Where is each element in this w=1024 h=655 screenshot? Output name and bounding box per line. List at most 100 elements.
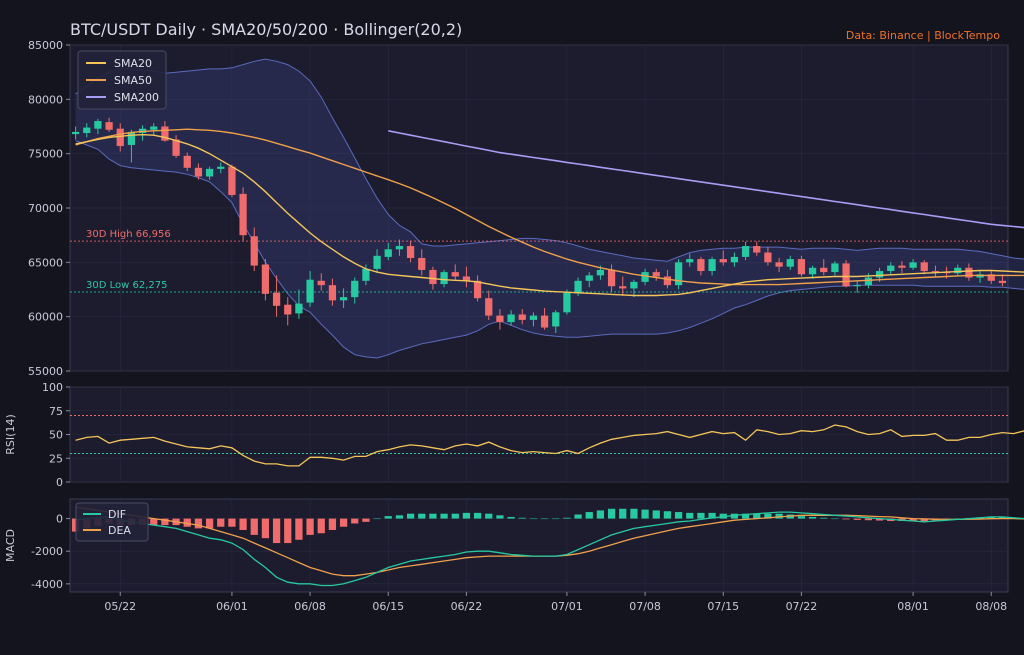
macd-histogram-bar xyxy=(998,516,1007,519)
candle-body xyxy=(362,268,370,281)
candle-body xyxy=(998,280,1007,283)
sma20-line xyxy=(75,133,1024,297)
sma200-line xyxy=(388,130,1024,229)
y-axis-label: MACD xyxy=(4,529,17,562)
macd-histogram-bar xyxy=(619,508,627,519)
candle-body xyxy=(574,280,582,293)
x-tick-label: 07/15 xyxy=(707,600,739,613)
y-tick-label: 75000 xyxy=(28,148,63,161)
macd-histogram-bar xyxy=(630,508,638,519)
legend-label: SMA200 xyxy=(114,91,159,104)
macd-histogram-bar xyxy=(328,518,337,530)
macd-histogram-bar xyxy=(351,518,359,524)
macd-histogram-bar xyxy=(183,518,191,527)
macd-histogram-bar xyxy=(418,513,426,519)
macd-histogram-bar xyxy=(686,512,694,519)
macd-histogram-bar xyxy=(473,512,482,519)
y-tick-label: 0 xyxy=(56,476,63,489)
x-tick-label: 06/15 xyxy=(372,600,404,613)
candle-body xyxy=(864,277,873,286)
candle-body xyxy=(351,280,359,298)
candle-body xyxy=(552,312,560,327)
candle-body xyxy=(295,303,303,314)
macd-histogram-bar xyxy=(507,516,515,519)
macd-histogram-bar xyxy=(485,513,493,519)
candle-body xyxy=(83,127,91,134)
candle-body xyxy=(607,269,616,287)
macd-histogram-bar xyxy=(518,517,526,519)
candle-body xyxy=(250,236,258,266)
macd-histogram-bar xyxy=(730,513,739,519)
candle-body xyxy=(585,275,593,281)
candle-body xyxy=(619,286,627,289)
candle-body xyxy=(898,265,906,268)
y-tick-label: 70000 xyxy=(28,202,63,215)
candle-body xyxy=(429,269,437,285)
y-tick-label: 75 xyxy=(49,405,63,418)
macd-histogram-bar xyxy=(842,518,850,520)
macd-histogram-bar xyxy=(563,517,571,519)
macd-histogram-bar xyxy=(641,509,649,519)
candle-body xyxy=(272,292,281,306)
candle-body xyxy=(663,276,672,286)
legend-label: SMA50 xyxy=(114,74,152,87)
candle-body xyxy=(384,249,392,257)
y-tick-label: 65000 xyxy=(28,256,63,269)
macd-histogram-bar xyxy=(462,512,471,519)
bollinger-lower-line xyxy=(75,140,1024,359)
candle-body xyxy=(317,280,325,286)
candle-body xyxy=(909,262,917,268)
candle-body xyxy=(105,122,113,130)
macd-histogram-bar xyxy=(853,518,861,520)
chart-title: BTC/USDT Daily · SMA20/50/200 · Bollinge… xyxy=(70,20,462,39)
price-panel: 55000 60000 65000 70000 75000 80000 85000 30D H… xyxy=(28,39,1024,378)
x-tick-label: 06/08 xyxy=(294,600,326,613)
candle-body xyxy=(697,259,705,272)
candle-body xyxy=(485,298,493,316)
data-source-label: Data: Binance | BlockTempo xyxy=(846,29,1000,42)
sma50-line xyxy=(75,128,1024,286)
reference-line-label: 30D Low 62,275 xyxy=(86,280,167,291)
macd-histogram-bar xyxy=(194,518,203,529)
macd-panel: -4000 -2000 0 MACD DIF DEA xyxy=(4,498,1024,593)
macd-histogram-bar xyxy=(719,513,727,519)
x-tick-label: 07/01 xyxy=(551,600,583,613)
y-tick-label: 100 xyxy=(42,381,63,394)
candle-body xyxy=(920,262,928,272)
macd-histogram-bar xyxy=(205,518,214,529)
macd-histogram-bar xyxy=(217,518,225,527)
x-tick-label: 07/22 xyxy=(786,600,818,613)
macd-histogram-bar xyxy=(674,512,683,519)
macd-histogram-bar xyxy=(373,518,381,520)
macd-histogram-bar xyxy=(540,518,549,520)
macd-histogram-bar xyxy=(384,516,392,519)
rsi-panel: 0 25 50 75 100 RSI(14) xyxy=(4,381,1024,489)
candle-body xyxy=(887,265,895,272)
candle-body xyxy=(831,263,839,273)
candle-body xyxy=(596,269,605,276)
y-tick-label: 0 xyxy=(56,513,63,526)
candle-body xyxy=(150,126,158,130)
candle-body xyxy=(775,262,783,267)
candle-body xyxy=(507,314,515,323)
macd-histogram-bar xyxy=(228,518,236,527)
candle-body xyxy=(116,128,124,147)
x-axis: 05/22 06/01 06/08 06/15 06/22 07/01 07/08 07/15… xyxy=(104,592,1007,613)
candle-body xyxy=(94,121,102,129)
candle-body xyxy=(853,285,861,287)
macd-histogram-bar xyxy=(529,518,538,520)
macd-histogram-bar xyxy=(429,513,437,519)
candle-body xyxy=(954,267,962,274)
candle-body xyxy=(708,259,716,272)
candle-body xyxy=(987,274,995,281)
macd-histogram-bar xyxy=(808,516,817,519)
candle-body xyxy=(418,257,426,270)
price-legend: SMA20 SMA50 SMA200 xyxy=(77,50,167,110)
y-tick-label: -2000 xyxy=(31,545,63,558)
candle-body xyxy=(261,264,270,294)
y-tick-label: -4000 xyxy=(31,578,63,591)
candle-body xyxy=(630,281,638,289)
dif-line xyxy=(75,511,1024,587)
y-tick-label: 85000 xyxy=(28,39,63,52)
